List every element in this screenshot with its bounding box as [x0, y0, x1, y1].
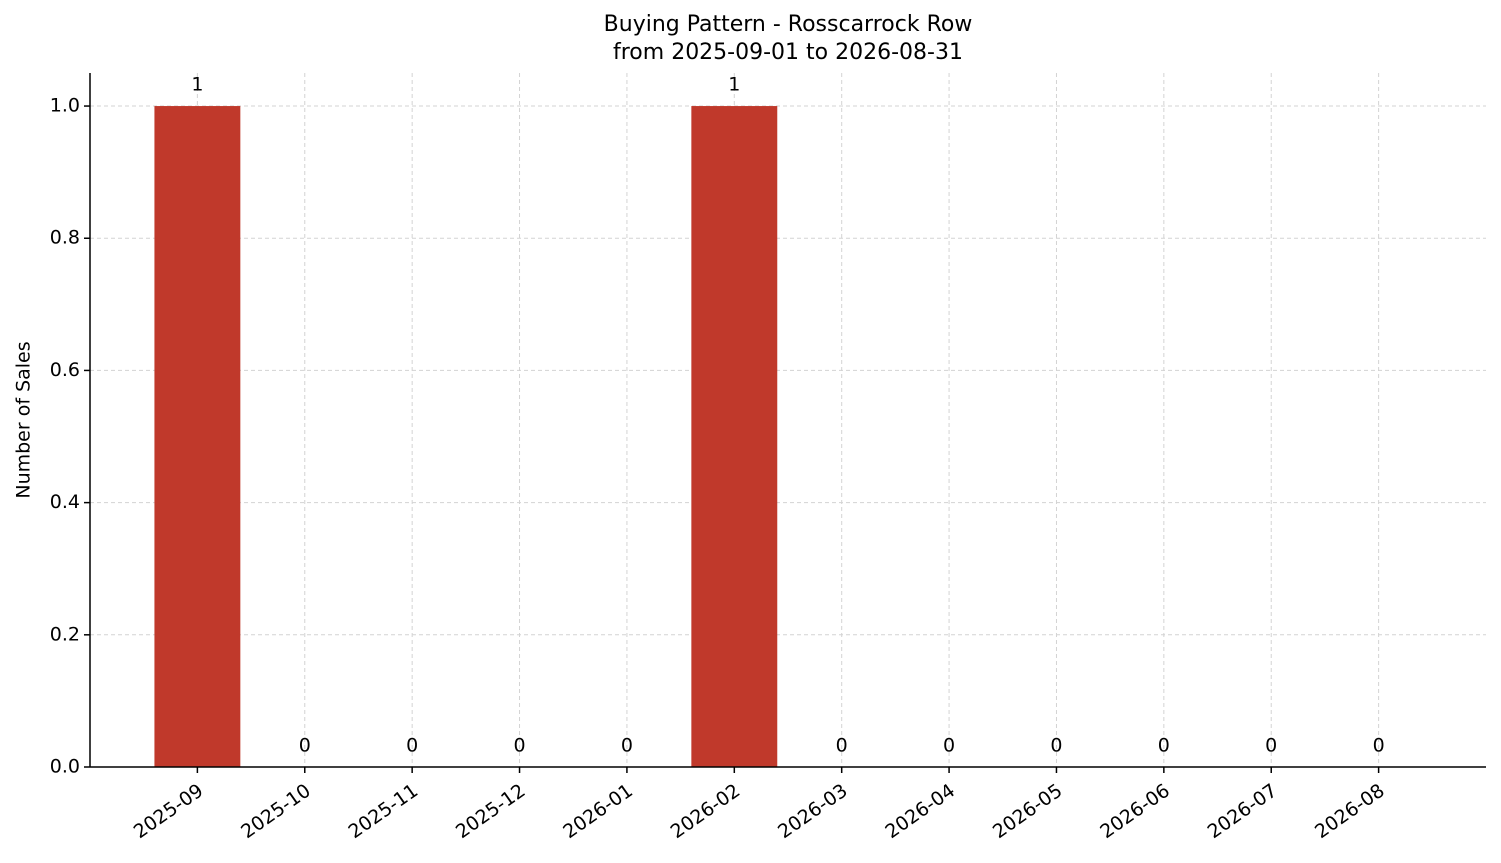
y-tick-label: 0.4	[50, 491, 80, 513]
x-tick-label: 2026-01	[559, 780, 637, 844]
chart-title: Buying Pattern - Rosscarrock Row	[604, 12, 973, 37]
value-label: 1	[191, 74, 203, 96]
x-tick-label: 2025-12	[452, 780, 530, 844]
chart-subtitle: from 2025-09-01 to 2026-08-31	[613, 40, 963, 65]
x-tick-label: 2025-11	[345, 780, 423, 844]
value-label: 1	[728, 74, 740, 96]
bar	[691, 106, 778, 768]
y-tick-label: 0.0	[50, 756, 80, 778]
value-label: 0	[621, 735, 633, 757]
x-tick-label: 2025-10	[237, 780, 315, 844]
value-label: 0	[836, 735, 848, 757]
x-tick-label: 2025-09	[130, 780, 208, 844]
x-tick-label: 2026-02	[667, 780, 745, 844]
y-tick-label: 0.2	[50, 623, 80, 645]
value-label: 0	[1158, 735, 1170, 757]
value-label: 0	[1265, 735, 1277, 757]
x-tick-label: 2026-03	[774, 780, 852, 844]
x-tick-label: 2026-06	[1096, 780, 1174, 844]
bar	[154, 106, 241, 768]
y-axis-label: Number of Sales	[13, 341, 35, 498]
x-tick-label: 2026-04	[881, 780, 959, 844]
value-label: 0	[943, 735, 955, 757]
y-tick-label: 0.6	[50, 359, 80, 381]
value-label: 0	[1050, 735, 1062, 757]
value-label: 0	[406, 735, 418, 757]
x-tick-label: 2026-08	[1311, 780, 1389, 844]
value-label: 0	[299, 735, 311, 757]
x-tick-label: 2026-07	[1204, 780, 1282, 844]
value-label: 0	[1373, 735, 1385, 757]
x-tick-label: 2026-05	[989, 780, 1067, 844]
y-tick-label: 1.0	[50, 95, 80, 117]
y-tick-label: 0.8	[50, 227, 80, 249]
value-label: 0	[513, 735, 525, 757]
